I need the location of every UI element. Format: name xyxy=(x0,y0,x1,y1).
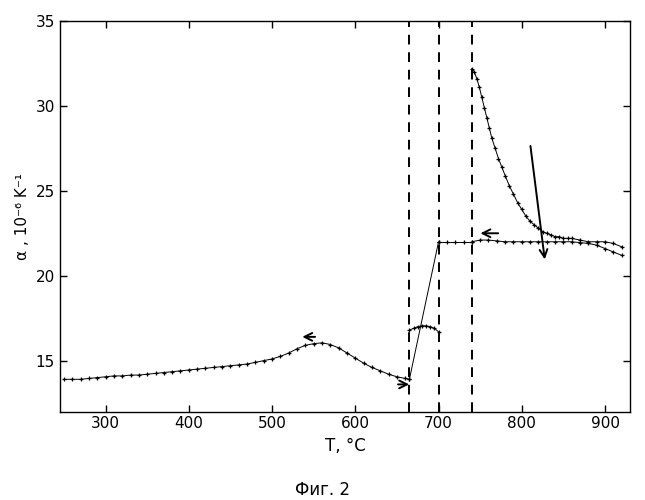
Y-axis label: α , 10⁻⁶ K⁻¹: α , 10⁻⁶ K⁻¹ xyxy=(15,173,30,260)
Text: Фиг. 2: Фиг. 2 xyxy=(295,481,350,499)
X-axis label: T, °C: T, °C xyxy=(324,437,365,455)
